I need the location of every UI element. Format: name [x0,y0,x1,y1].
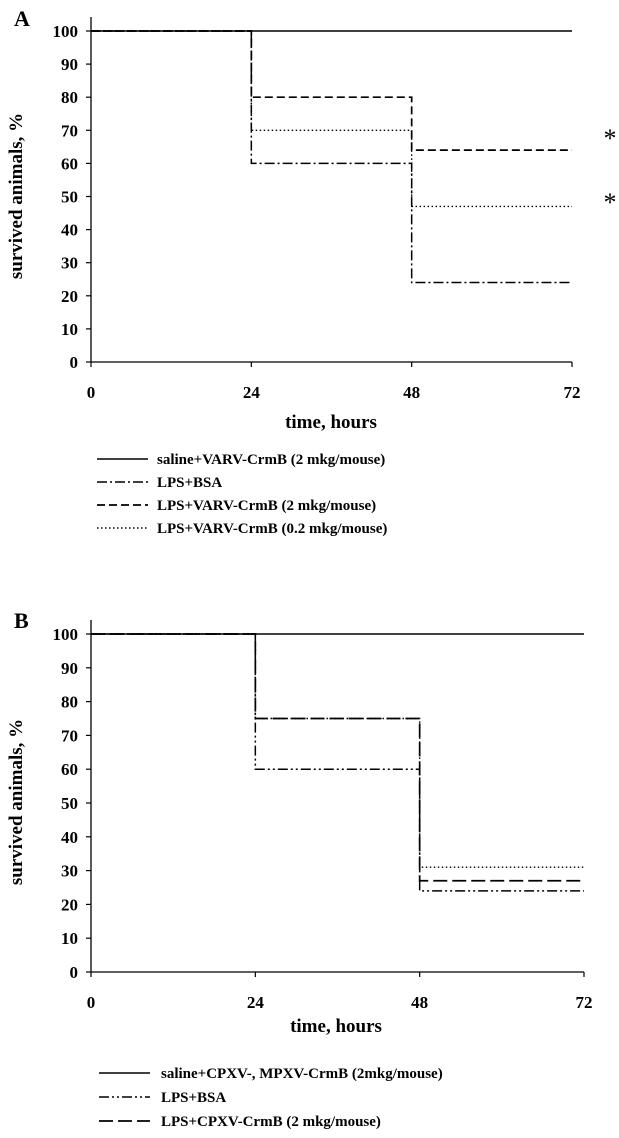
y-tick-label: 70 [61,121,78,140]
y-tick-label: 80 [61,693,78,712]
y-axis-title: survived animals, % [6,719,27,885]
significance-marker: * [604,188,617,217]
series-line-4 [91,633,584,868]
x-tick-label: 48 [403,383,420,402]
y-tick-label: 30 [61,862,78,881]
y-tick-label: 50 [61,188,78,207]
y-tick-label: 60 [61,154,78,173]
y-tick-label: 20 [61,287,78,306]
legend-label: LPS+BSA [161,1090,226,1106]
y-tick-label: 90 [61,659,78,678]
y-tick-label: 80 [61,88,78,107]
y-tick-label: 40 [61,828,78,847]
x-tick-label: 0 [87,383,96,402]
panel-label: B [14,608,29,633]
legend-label: LPS+CPXV-CrmB (2 mkg/mouse) [161,1114,381,1130]
y-tick-label: 0 [70,353,79,372]
y-tick-label: 20 [61,895,78,914]
y-tick-label: 70 [61,726,78,745]
y-tick-label: 40 [61,221,78,240]
x-axis-title: time, hours [290,1016,382,1037]
y-tick-label: 100 [53,22,79,41]
y-tick-label: 10 [61,320,78,339]
x-tick-label: 24 [247,993,265,1012]
y-tick-label: 90 [61,55,78,74]
series-line-4 [91,30,572,208]
panel-a: A 0 10 20 30 40 50 60 70 80 90 100 0 24 48 72 time, hour… [6,6,617,537]
series-line-3 [91,30,572,152]
legend-label: saline+CPXV-, MPXV-CrmB (2mkg/mouse) [161,1066,443,1082]
panel-b: B 0 10 20 30 40 50 60 70 80 90 100 0 24 48 72 time, hour… [6,608,593,1130]
y-axis-title: survived animals, % [6,113,27,279]
legend-label: LPS+BSA [157,475,222,491]
legend-label: LPS+VARV-CrmB (0.2 mkg/mouse) [157,521,387,537]
y-tick-label: 100 [53,625,79,644]
x-axis-title: time, hours [285,412,377,433]
legend-label: saline+VARV-CrmB (2 mkg/mouse) [157,452,385,468]
y-tick-label: 0 [70,963,79,982]
y-tick-label: 50 [61,794,78,813]
y-tick-label: 60 [61,760,78,779]
significance-marker: * [604,124,617,153]
x-tick-label: 24 [243,383,261,402]
x-tick-label: 0 [87,993,96,1012]
y-tick-label: 30 [61,254,78,273]
x-tick-label: 72 [564,383,581,402]
x-tick-label: 72 [576,993,593,1012]
series-line-2 [91,30,572,284]
series-line-2 [91,633,584,892]
panel-label: A [14,6,30,31]
legend-label: LPS+VARV-CrmB (2 mkg/mouse) [157,498,376,514]
y-tick-label: 10 [61,929,78,948]
x-tick-label: 48 [411,993,428,1012]
series-line-3 [91,633,584,882]
